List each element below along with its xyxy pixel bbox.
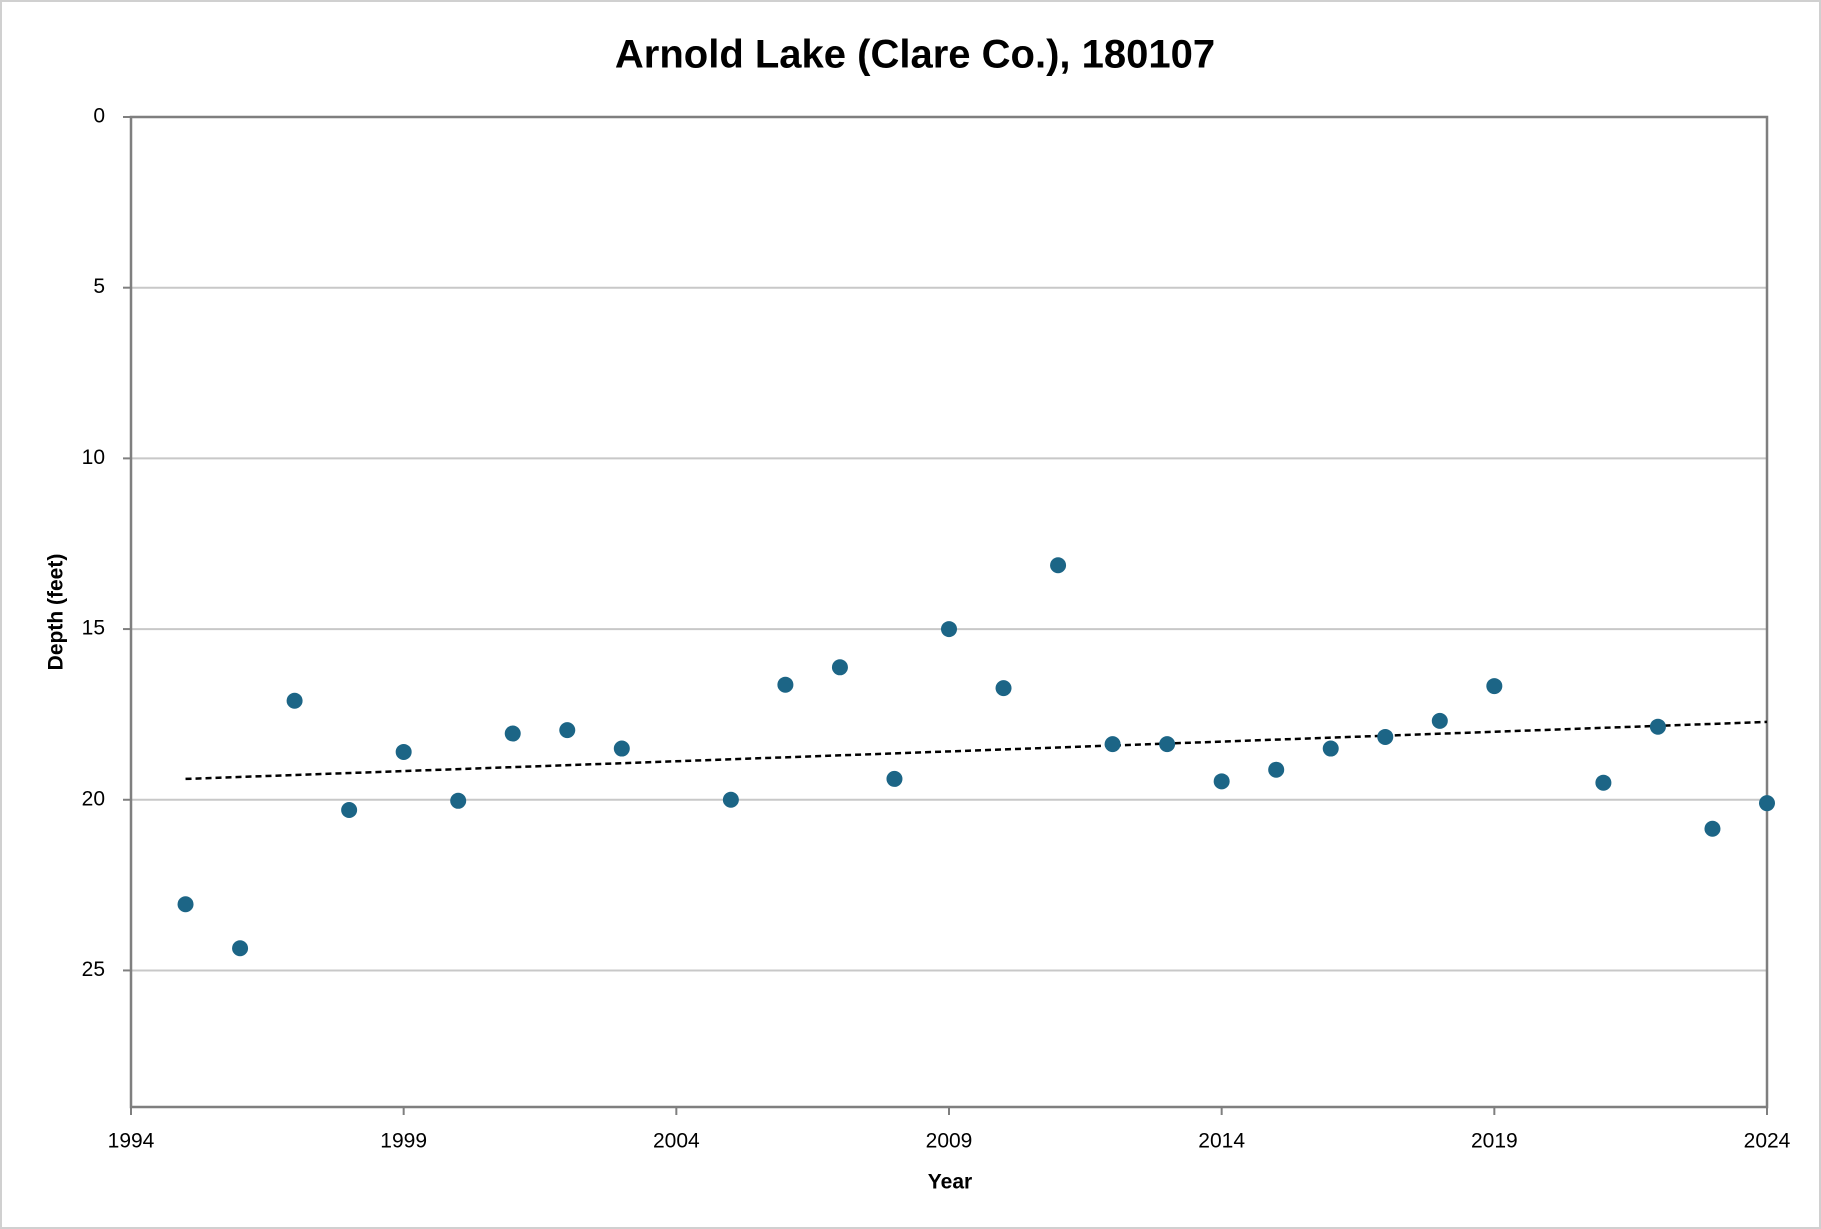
chart-title: Arnold Lake (Clare Co.), 180107	[615, 33, 1215, 77]
data-point	[450, 792, 467, 809]
y-tick-label: 25	[82, 958, 105, 981]
y-axis-title: Depth (feet)	[45, 554, 68, 671]
x-tick-label: 1999	[380, 1130, 427, 1153]
x-tick-label: 1994	[108, 1130, 155, 1153]
data-point	[1104, 736, 1121, 753]
x-tick-label: 2014	[1198, 1130, 1245, 1153]
data-point	[1704, 820, 1721, 837]
x-tick-label: 2024	[1744, 1130, 1791, 1153]
data-point	[177, 896, 194, 913]
x-tick-label: 2019	[1471, 1130, 1518, 1153]
data-point	[1159, 736, 1176, 753]
data-point	[286, 692, 303, 709]
y-tick-label: 15	[82, 617, 105, 640]
data-point	[1649, 718, 1666, 735]
data-point	[232, 940, 249, 957]
data-point	[613, 740, 630, 757]
data-point	[941, 621, 957, 638]
data-point	[1377, 728, 1394, 745]
plot-frame	[129, 115, 1769, 1109]
y-tick-label: 10	[82, 446, 105, 469]
data-point	[1486, 678, 1503, 695]
data-point	[831, 659, 848, 676]
y-tick-label: 20	[82, 787, 105, 810]
data-point	[1759, 795, 1775, 812]
y-tick-label: 5	[93, 275, 105, 298]
data-point	[1213, 773, 1230, 790]
y-tick-label: 0	[93, 105, 105, 128]
data-point	[341, 802, 358, 818]
data-point	[1322, 740, 1339, 757]
data-point	[1431, 712, 1448, 729]
x-tick-label: 2004	[653, 1130, 700, 1153]
data-point	[504, 725, 521, 742]
data-point	[559, 722, 576, 739]
data-point	[1050, 557, 1067, 574]
x-tick-label: 2009	[926, 1130, 973, 1153]
data-point	[1268, 761, 1285, 778]
data-point	[995, 680, 1012, 697]
data-point	[886, 770, 903, 787]
data-point	[722, 791, 739, 808]
data-point	[777, 676, 794, 693]
data-point	[1595, 774, 1612, 791]
trendline	[185, 720, 1768, 781]
data-point	[395, 743, 412, 760]
x-axis-title: Year	[928, 1171, 972, 1194]
